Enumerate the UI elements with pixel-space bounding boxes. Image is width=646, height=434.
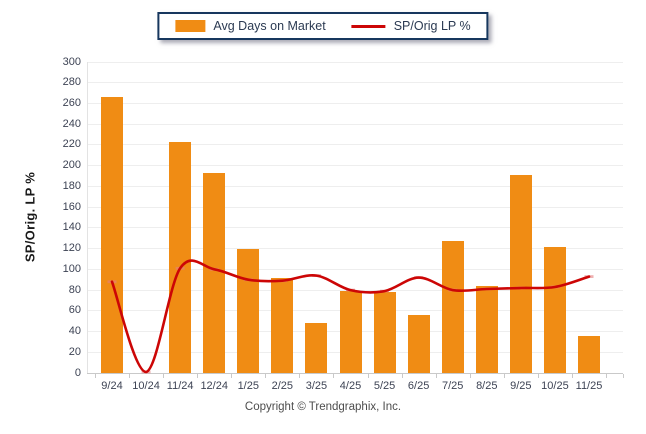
y-tick-label: 240 (62, 117, 81, 130)
bar (475, 285, 498, 373)
x-axis-tick (503, 374, 505, 378)
y-axis-line (87, 62, 88, 373)
x-axis-tick (571, 374, 573, 378)
x-tick-label: 11/25 (575, 380, 603, 392)
avg-days-label: Avg Days on Market (213, 19, 326, 33)
y-tick-label: 160 (62, 200, 81, 213)
x-tick-label: 6/25 (407, 380, 430, 392)
x-tick-label: 3/25 (305, 380, 328, 392)
y-tick-label: 140 (62, 221, 81, 234)
x-axis-tick (333, 374, 335, 378)
y-tick-label: 220 (62, 138, 81, 151)
avg-days-swatch-icon (175, 20, 206, 32)
bar (543, 246, 566, 373)
x-axis-tick (129, 374, 131, 378)
y-tick-label: 0 (74, 366, 81, 379)
y-tick-label: 260 (62, 96, 81, 109)
sp-orig-lp-line (110, 259, 591, 374)
gridline (87, 206, 623, 208)
x-tick-label: 4/25 (339, 380, 362, 392)
legend-item-sp-orig-lp: SP/Orig LP % (351, 19, 471, 33)
bar (169, 141, 192, 373)
x-axis-tick (265, 374, 267, 378)
x-axis-tick (606, 374, 608, 378)
x-axis-tick (623, 374, 624, 378)
x-tick-label: 9/25 (510, 380, 532, 392)
gridline (87, 123, 623, 125)
y-tick-label: 300 (62, 55, 81, 68)
x-axis-tick (299, 374, 301, 378)
x-tick-label: 9/24 (101, 380, 123, 392)
y-tick-label: 180 (62, 179, 81, 192)
bar (578, 335, 600, 373)
bar (203, 172, 226, 373)
y-tick-label: 80 (68, 283, 81, 296)
y-tick-label: 60 (68, 304, 81, 317)
x-tick-label: 10/24 (132, 380, 160, 392)
x-axis-tick (401, 374, 403, 378)
x-tick-label: 2/25 (271, 380, 294, 392)
gridline (87, 185, 623, 187)
y-tick-label: 40 (68, 325, 81, 338)
y-tick-label: 20 (68, 345, 81, 358)
x-axis-line (87, 372, 623, 374)
gridline (87, 268, 623, 270)
x-axis-tick (537, 374, 539, 378)
x-tick-label: 10/25 (541, 380, 569, 392)
legend: Avg Days on Market SP/Orig LP % (157, 12, 489, 40)
bar (407, 314, 430, 373)
gridline (87, 61, 623, 63)
x-tick-label: 7/25 (441, 380, 464, 392)
x-axis-tick (231, 374, 233, 378)
bar (509, 174, 532, 373)
gridline (87, 82, 623, 84)
x-tick-label: 5/25 (373, 380, 396, 392)
x-axis-tick (163, 374, 165, 378)
x-tick-label: 8/25 (476, 380, 498, 392)
copyright-text: Copyright © Trendgraphix, Inc. (244, 401, 402, 413)
sp-orig-lp-swatch-icon (351, 24, 386, 28)
bar (271, 277, 294, 373)
x-axis-tick (197, 374, 199, 378)
x-axis-tick (469, 374, 471, 378)
x-axis-tick (367, 374, 369, 378)
gridline (87, 227, 623, 229)
sp-orig-lp-label: SP/Orig LP % (393, 19, 471, 33)
gridline (87, 165, 623, 167)
legend-item-avg-days: Avg Days on Market (175, 19, 326, 33)
gridline (87, 144, 623, 146)
x-tick-label: 12/24 (200, 380, 228, 392)
y-tick-label: 200 (62, 159, 81, 172)
gridline (87, 102, 623, 104)
bar (373, 292, 396, 373)
y-tick-label: 100 (62, 262, 81, 275)
bar (305, 323, 328, 373)
bar (339, 291, 362, 373)
x-tick-label: 1/25 (237, 380, 259, 392)
x-tick-label: 11/24 (166, 380, 194, 392)
x-axis-tick (94, 374, 96, 378)
gridline (87, 248, 623, 250)
y-tick-label: 280 (62, 76, 81, 89)
x-axis-tick (435, 374, 437, 378)
bar (441, 241, 464, 373)
y-tick-label: 120 (62, 242, 81, 255)
